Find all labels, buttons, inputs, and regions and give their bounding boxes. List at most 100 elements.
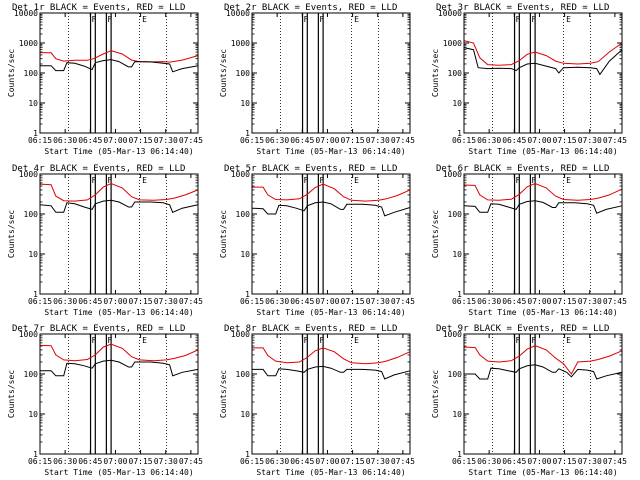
x-tick-label: 07:00	[315, 297, 339, 306]
flag-label: F	[304, 15, 309, 24]
flag-label: F	[304, 336, 309, 345]
x-tick-label: 07:15	[341, 136, 365, 145]
series-lld	[463, 182, 623, 201]
x-axis-label: Start Time (05-Mar-13 06:14:40)	[468, 308, 617, 317]
y-tick-label: 10	[452, 99, 462, 108]
series-events	[40, 59, 199, 73]
flag-label: F	[107, 176, 112, 185]
x-tick-label: 07:45	[391, 136, 415, 145]
y-tick-label: 10	[28, 410, 38, 419]
y-tick-label: 100	[448, 69, 463, 78]
x-tick-label: 07:15	[129, 457, 153, 466]
series-events	[39, 199, 199, 213]
x-tick-label: 07:15	[129, 136, 153, 145]
x-tick-label: 07:30	[366, 297, 390, 306]
x-tick-label: 06:45	[502, 297, 526, 306]
panel-9: Det 9r BLACK = Events, RED = LLD Counts/s…	[431, 324, 627, 477]
series-events	[463, 200, 623, 214]
panel-6: Det 6r BLACK = Events, RED = LLD Counts/s…	[431, 164, 627, 317]
plot-frame	[463, 12, 623, 134]
panel-title: Det 7r BLACK = Events, RED = LLD	[12, 324, 185, 334]
x-axis-label: Start Time (05-Mar-13 06:14:40)	[468, 468, 617, 477]
event-marker-label: E	[354, 176, 359, 185]
plot-frame	[39, 173, 199, 295]
flag-label: F	[319, 176, 324, 185]
x-tick-label: 06:45	[502, 136, 526, 145]
y-tick-label: 1000	[19, 39, 38, 48]
y-axis-label: Counts/sec	[431, 210, 440, 258]
x-axis-label: Start Time (05-Mar-13 06:14:40)	[256, 308, 405, 317]
event-marker-label: E	[142, 336, 147, 345]
x-tick-label: 07:45	[603, 136, 627, 145]
x-tick-label: 07:30	[578, 297, 602, 306]
x-tick-label: 06:45	[78, 297, 102, 306]
y-tick-label: 1	[245, 450, 250, 459]
y-tick-label: 1	[33, 290, 38, 299]
series-events	[251, 201, 411, 217]
event-marker-label: E	[566, 15, 571, 24]
y-tick-label: 1	[457, 450, 462, 459]
x-tick-label: 06:15	[28, 297, 52, 306]
y-tick-label: 1000	[19, 330, 38, 339]
x-tick-label: 06:30	[477, 136, 501, 145]
y-axis-label: Counts/sec	[7, 49, 16, 97]
x-tick-label: 07:30	[154, 457, 178, 466]
x-tick-label: 06:30	[477, 297, 501, 306]
event-marker-label: E	[142, 176, 147, 185]
flag-label: F	[531, 336, 536, 345]
x-axis-label: Start Time (05-Mar-13 06:14:40)	[44, 308, 193, 317]
x-tick-label: 07:30	[154, 136, 178, 145]
x-axis-label: Start Time (05-Mar-13 06:14:40)	[44, 468, 193, 477]
y-tick-label: 10	[240, 250, 250, 259]
y-tick-label: 10	[240, 410, 250, 419]
y-tick-label: 10	[452, 410, 462, 419]
y-tick-label: 10	[240, 99, 250, 108]
panel-4: Det 4r BLACK = Events, RED = LLD Counts/s…	[7, 164, 203, 317]
y-axis-label: Counts/sec	[219, 210, 228, 258]
plot-frame	[39, 333, 199, 455]
panel-title: Det 9r BLACK = Events, RED = LLD	[436, 324, 609, 334]
x-tick-label: 06:45	[290, 297, 314, 306]
x-tick-label: 07:00	[103, 297, 127, 306]
y-axis-label: Counts/sec	[431, 49, 440, 97]
flag-label: F	[107, 15, 112, 24]
plot-frame	[463, 333, 623, 455]
panel-1: Det 1r BLACK = Events, RED = LLD Counts/s…	[7, 3, 203, 156]
x-tick-label: 07:15	[341, 457, 365, 466]
plot-frame	[251, 173, 411, 295]
y-tick-label: 10	[452, 250, 462, 259]
flag-label: F	[531, 15, 536, 24]
x-tick-label: 06:45	[290, 457, 314, 466]
x-tick-label: 06:30	[477, 457, 501, 466]
x-tick-label: 07:45	[179, 136, 203, 145]
series-lld	[252, 347, 411, 365]
x-tick-label: 06:15	[240, 136, 264, 145]
panel-7: Det 7r BLACK = Events, RED = LLD Counts/s…	[7, 324, 203, 477]
x-tick-label: 06:45	[78, 136, 102, 145]
x-tick-label: 07:00	[315, 457, 339, 466]
x-tick-label: 06:30	[265, 297, 289, 306]
y-tick-label: 100	[236, 370, 251, 379]
x-tick-label: 07:00	[103, 136, 127, 145]
flag-label: F	[531, 176, 536, 185]
panel-title: Det 4r BLACK = Events, RED = LLD	[12, 164, 185, 174]
y-tick-label: 1000	[443, 330, 462, 339]
x-tick-label: 07:15	[553, 136, 577, 145]
flag-label: F	[319, 336, 324, 345]
flag-label: F	[319, 15, 324, 24]
x-tick-label: 07:15	[341, 297, 365, 306]
y-axis-label: Counts/sec	[7, 370, 16, 418]
x-axis-label: Start Time (05-Mar-13 06:14:40)	[44, 147, 193, 156]
x-tick-label: 07:00	[527, 297, 551, 306]
panel-2: Det 2r BLACK = Events, RED = LLD Counts/s…	[219, 3, 415, 156]
x-tick-label: 07:15	[553, 297, 577, 306]
x-tick-label: 06:30	[53, 457, 77, 466]
x-tick-label: 07:00	[315, 136, 339, 145]
series-lld	[39, 343, 199, 362]
x-tick-label: 06:45	[502, 457, 526, 466]
x-tick-label: 06:15	[240, 457, 264, 466]
y-tick-label: 100	[236, 210, 251, 219]
x-tick-label: 07:00	[527, 457, 551, 466]
y-axis-label: Counts/sec	[7, 210, 16, 258]
